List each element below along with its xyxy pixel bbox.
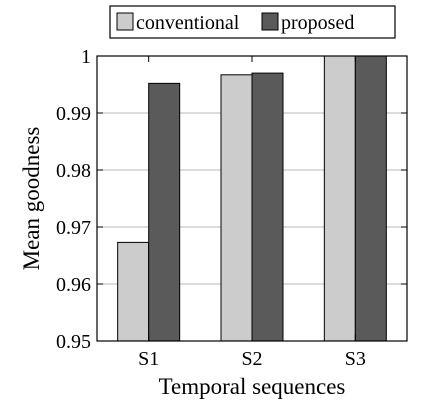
bar-conventional-S2 bbox=[220, 74, 253, 342]
y-axis-ticks: 0.95 0.96 0.97 0.98 0.99 1 bbox=[56, 46, 407, 353]
x-tick-label: S3 bbox=[345, 348, 366, 370]
legend: conventional proposed bbox=[109, 5, 396, 39]
y-tick-label: 0.95 bbox=[56, 331, 91, 353]
bar-proposed-S2 bbox=[251, 72, 284, 342]
y-tick-label: 0.99 bbox=[56, 103, 91, 125]
bar-proposed-S1 bbox=[148, 82, 181, 342]
x-tick-label: S1 bbox=[138, 348, 159, 370]
x-tick-label: S2 bbox=[241, 348, 262, 370]
bar-group bbox=[117, 55, 387, 342]
legend-box bbox=[109, 5, 396, 39]
bar-proposed-S3 bbox=[354, 55, 387, 342]
y-tick-label: 0.96 bbox=[56, 274, 91, 296]
legend-label-conventional: conventional bbox=[136, 12, 240, 34]
x-axis-ticks: S1 S2 S3 bbox=[138, 56, 366, 370]
y-axis-label: Mean goodness bbox=[19, 127, 44, 271]
bar-conventional-S1 bbox=[117, 241, 150, 342]
legend-swatch-conventional bbox=[116, 12, 134, 31]
y-tick-label: 0.97 bbox=[56, 217, 91, 239]
legend-label-proposed: proposed bbox=[281, 12, 354, 34]
y-tick-label: 1 bbox=[81, 46, 91, 68]
legend-swatch-proposed bbox=[261, 12, 279, 31]
x-axis-label: Temporal sequences bbox=[159, 374, 346, 399]
y-tick-label: 0.98 bbox=[56, 160, 91, 182]
bar-conventional-S3 bbox=[323, 55, 356, 342]
